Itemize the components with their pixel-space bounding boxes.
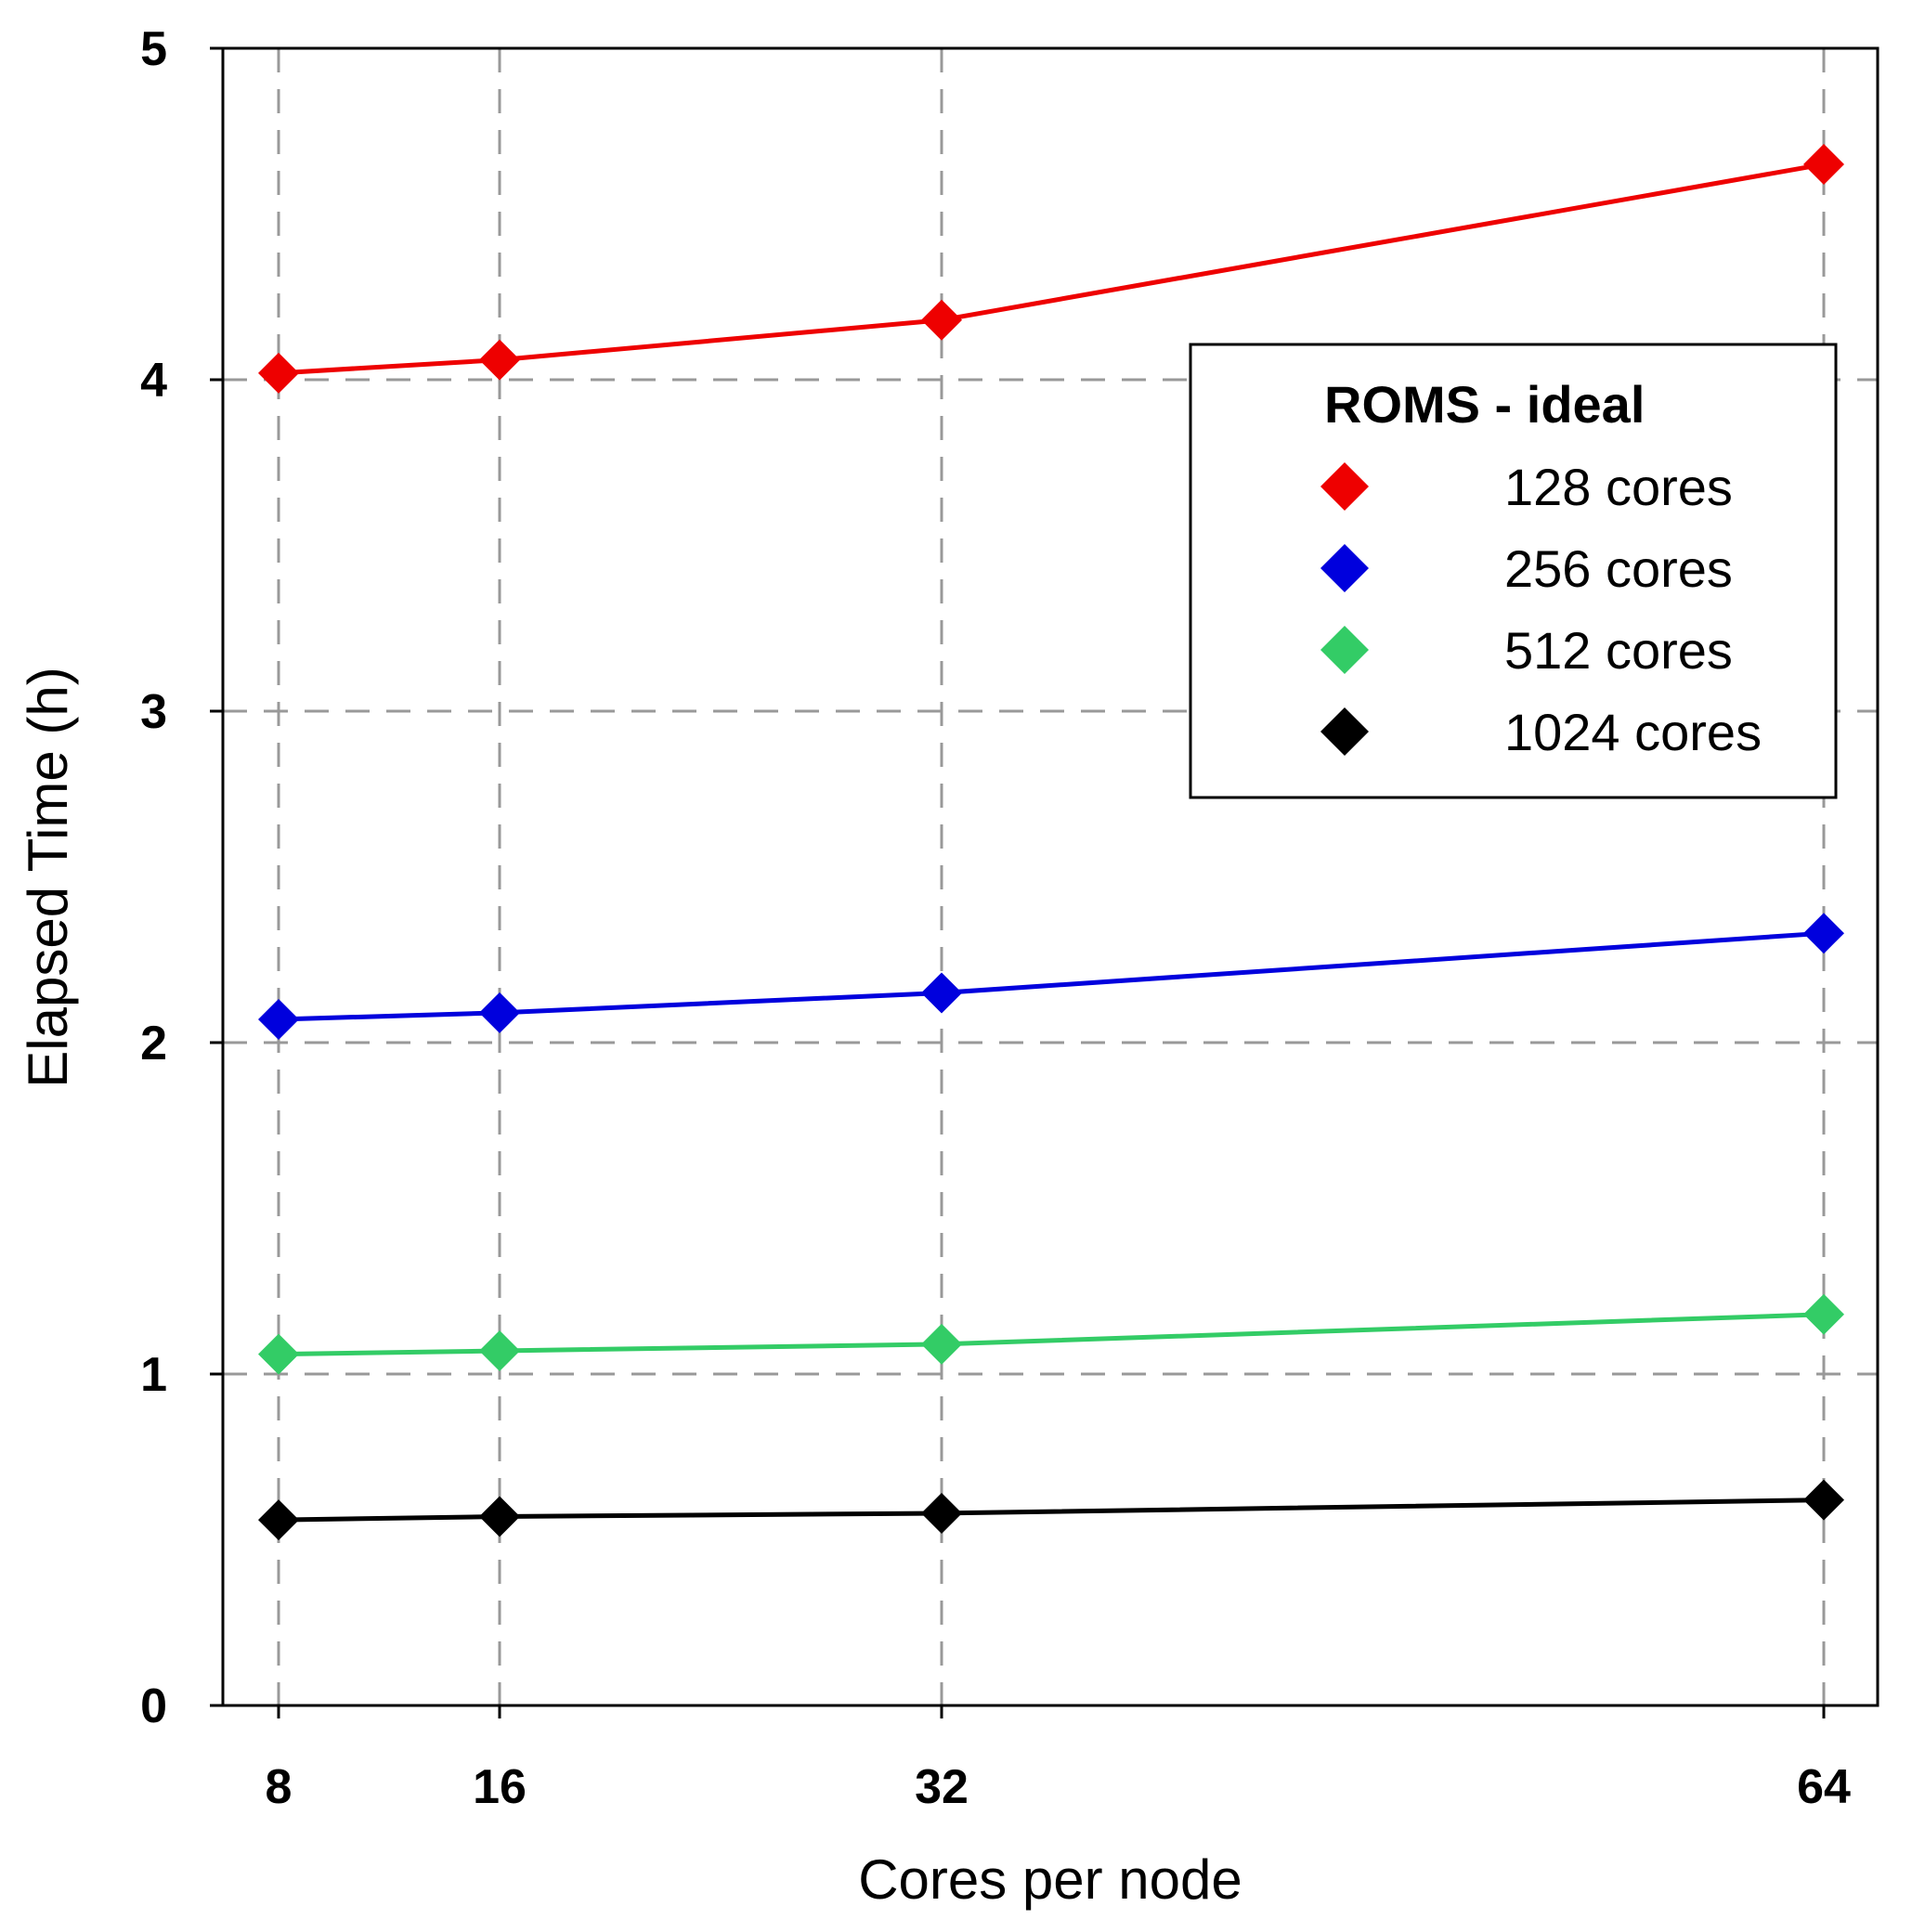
legend-entry-label: 256 cores xyxy=(1504,539,1733,598)
data-point-marker xyxy=(479,339,520,381)
series-128-cores xyxy=(258,143,1844,394)
legend-title: ROMS - ideal xyxy=(1324,375,1645,434)
series-layer xyxy=(258,143,1844,1541)
data-point-marker xyxy=(479,992,520,1033)
series-512-cores xyxy=(258,1293,1844,1375)
legend-marker xyxy=(1320,626,1369,674)
data-point-marker xyxy=(258,352,299,394)
series-line xyxy=(278,1312,1825,1357)
legend-marker xyxy=(1320,544,1369,592)
data-point-marker xyxy=(258,1333,299,1375)
series-line xyxy=(278,162,1825,376)
legend-entry-label: 512 cores xyxy=(1504,621,1733,680)
series-256-cores xyxy=(258,913,1844,1041)
x-tick-label: 8 xyxy=(266,1760,293,1814)
data-point-marker xyxy=(1803,143,1844,185)
legend-entries: 128 cores 256 cores 512 cores 1024 cores xyxy=(1320,458,1762,761)
legend-marker xyxy=(1320,707,1369,756)
y-tick-label: 4 xyxy=(140,354,167,408)
x-tick-label: 16 xyxy=(473,1760,527,1814)
data-point-marker xyxy=(479,1496,520,1537)
y-tick-label: 5 xyxy=(140,22,167,76)
series-line xyxy=(278,1498,1825,1523)
legend: ROMS - ideal 128 cores 256 cores 512 cores… xyxy=(1189,343,1838,799)
data-point-marker xyxy=(258,999,299,1041)
y-tick-label: 1 xyxy=(140,1348,167,1402)
legend-marker xyxy=(1320,462,1369,511)
y-tick-label: 0 xyxy=(140,1679,167,1733)
data-point-marker xyxy=(1803,913,1844,954)
x-tick-label: 64 xyxy=(1797,1760,1851,1814)
data-point-marker xyxy=(258,1499,299,1541)
grid-layer xyxy=(223,48,1878,1705)
data-point-marker xyxy=(479,1330,520,1372)
data-point-marker xyxy=(1803,1293,1844,1335)
y-axis-label: Elapsed Time (h) xyxy=(17,667,79,1088)
data-point-marker xyxy=(921,1323,962,1365)
x-tick-label: 32 xyxy=(915,1760,969,1814)
x-axis-label: Cores per node xyxy=(858,1848,1242,1911)
tick-layer: 0 1 2 3 4 5 8 16 32 64 xyxy=(140,22,1851,1814)
plot-frame xyxy=(221,46,1879,1707)
data-point-marker xyxy=(1803,1479,1844,1521)
legend-box xyxy=(1189,343,1838,799)
series-line xyxy=(278,930,1825,1022)
y-tick-label: 3 xyxy=(140,685,167,739)
legend-entry-label: 1024 cores xyxy=(1504,703,1762,761)
data-point-marker xyxy=(921,299,962,341)
series-1024-cores xyxy=(258,1479,1844,1541)
data-point-marker xyxy=(921,972,962,1014)
data-point-marker xyxy=(921,1492,962,1534)
legend-entry-label: 128 cores xyxy=(1504,458,1733,516)
y-tick-label: 2 xyxy=(140,1017,167,1070)
